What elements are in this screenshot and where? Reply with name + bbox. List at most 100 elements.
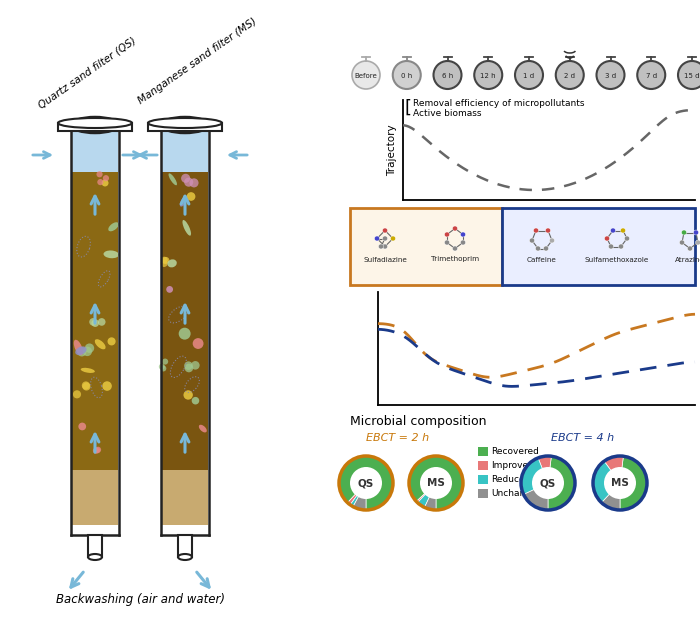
Wedge shape [424, 483, 436, 510]
Ellipse shape [104, 250, 119, 258]
Circle shape [461, 240, 466, 245]
Circle shape [98, 318, 106, 326]
Wedge shape [548, 456, 575, 510]
Circle shape [461, 232, 466, 237]
Circle shape [160, 366, 167, 371]
Circle shape [680, 240, 685, 245]
Circle shape [185, 364, 193, 373]
Circle shape [533, 228, 538, 233]
Circle shape [696, 240, 700, 245]
Circle shape [97, 171, 103, 178]
Circle shape [382, 228, 388, 233]
Bar [478, 447, 488, 456]
Circle shape [382, 236, 388, 241]
Circle shape [93, 448, 99, 454]
Text: Recovered: Recovered [491, 447, 539, 456]
Text: Sulfamethoxazole: Sulfamethoxazole [584, 257, 649, 262]
Ellipse shape [167, 259, 177, 267]
Circle shape [619, 244, 624, 249]
Wedge shape [350, 483, 366, 506]
Bar [71, 125, 119, 535]
Text: EBCT = 2 h: EBCT = 2 h [366, 433, 430, 443]
Wedge shape [521, 458, 548, 495]
Circle shape [637, 61, 665, 89]
Text: 7 d: 7 d [645, 73, 657, 79]
Circle shape [77, 347, 87, 356]
Bar [58, 123, 132, 131]
Bar [72, 127, 118, 172]
Circle shape [550, 238, 554, 243]
Text: 6 h: 6 h [442, 73, 453, 79]
Circle shape [605, 236, 610, 241]
Bar [478, 475, 488, 484]
Text: Removal efficiency of micropollutants: Removal efficiency of micropollutants [413, 100, 584, 108]
Circle shape [682, 230, 687, 235]
Circle shape [608, 244, 613, 249]
Bar [162, 470, 208, 525]
Text: [: [ [405, 99, 412, 117]
Circle shape [166, 286, 173, 293]
Wedge shape [538, 456, 552, 483]
Text: Improved: Improved [491, 461, 534, 470]
Circle shape [159, 364, 165, 370]
Circle shape [82, 381, 90, 389]
Text: Active biomass: Active biomass [413, 110, 482, 118]
Circle shape [102, 179, 108, 186]
Circle shape [379, 244, 384, 249]
Circle shape [193, 338, 204, 349]
Circle shape [181, 174, 190, 183]
Circle shape [183, 390, 193, 400]
Text: QS: QS [358, 478, 374, 488]
Bar [88, 535, 102, 557]
Text: MS: MS [611, 478, 629, 488]
Ellipse shape [80, 368, 94, 373]
Ellipse shape [75, 346, 87, 355]
Ellipse shape [161, 117, 209, 133]
Circle shape [83, 383, 90, 391]
Text: Sulfadiazine: Sulfadiazine [363, 257, 407, 262]
Bar [72, 470, 118, 525]
Bar [72, 172, 118, 470]
Circle shape [610, 228, 615, 233]
Circle shape [73, 390, 81, 398]
Text: Reduced: Reduced [491, 475, 531, 484]
Circle shape [187, 192, 195, 201]
Text: Microbial composition: Microbial composition [350, 415, 486, 428]
Wedge shape [409, 456, 463, 510]
Wedge shape [620, 456, 647, 510]
Circle shape [97, 179, 104, 185]
Circle shape [444, 232, 449, 237]
Text: Unchanged: Unchanged [491, 489, 542, 498]
Text: Caffeine: Caffeine [527, 257, 557, 262]
Circle shape [536, 246, 540, 251]
Ellipse shape [169, 173, 177, 185]
Circle shape [604, 467, 636, 499]
Circle shape [382, 244, 388, 249]
Circle shape [374, 236, 379, 241]
Circle shape [102, 381, 112, 391]
Text: QS: QS [540, 478, 556, 488]
Bar [178, 535, 192, 557]
Circle shape [184, 178, 193, 187]
Bar [350, 208, 502, 285]
Ellipse shape [108, 222, 119, 231]
Text: MS: MS [427, 478, 445, 488]
Bar [162, 127, 208, 172]
Circle shape [178, 328, 190, 340]
Circle shape [545, 228, 550, 233]
Circle shape [184, 361, 192, 370]
Circle shape [515, 61, 543, 89]
Text: Before: Before [355, 73, 377, 79]
Bar [161, 125, 209, 535]
Ellipse shape [71, 117, 119, 133]
Circle shape [85, 343, 95, 353]
Text: 2 d: 2 d [564, 73, 575, 79]
Bar [478, 489, 488, 498]
Ellipse shape [58, 118, 132, 128]
Circle shape [687, 246, 692, 251]
Circle shape [620, 228, 626, 233]
Text: Manganese sand filter (MS): Manganese sand filter (MS) [136, 16, 258, 106]
Wedge shape [339, 456, 393, 510]
Wedge shape [593, 461, 620, 503]
Circle shape [444, 240, 449, 245]
